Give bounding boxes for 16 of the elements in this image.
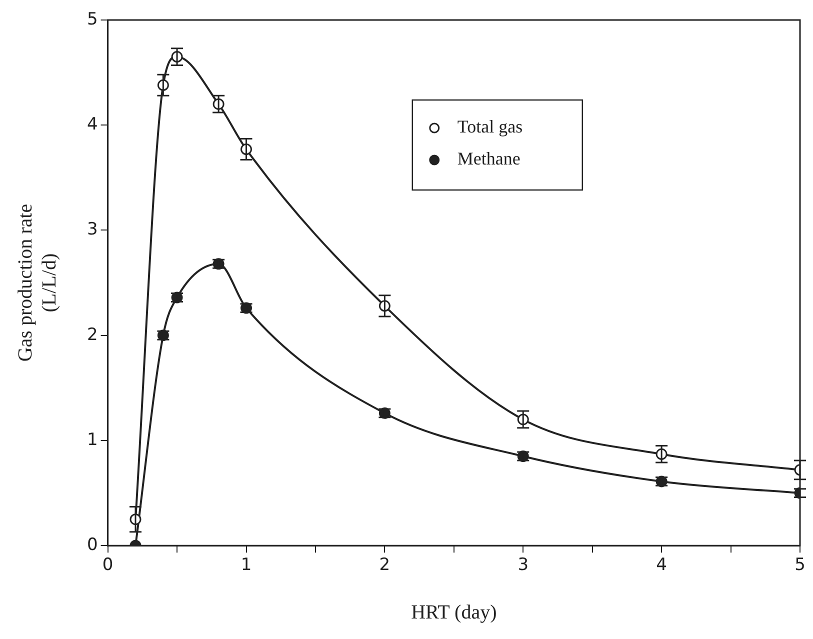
x-tick-label: 4 [656, 555, 667, 576]
legend-label: Total gas [457, 116, 523, 137]
x-tick-label: 2 [379, 555, 390, 576]
x-axis-title: HRT (day) [411, 601, 497, 624]
y-tick-label: 2 [86, 324, 98, 345]
y-tick-label: 0 [86, 535, 98, 556]
x-tick-label: 3 [518, 555, 529, 576]
y-tick-label: 4 [86, 114, 98, 135]
x-tick-label: 1 [240, 555, 252, 576]
y-tick-label: 3 [86, 220, 98, 240]
x-tick-label: 5 [794, 555, 806, 576]
y-tick-label: 5 [86, 9, 98, 30]
y-axis-title: Gas production rate (L/L/d) [14, 204, 60, 362]
x-tick-label: 0 [102, 555, 114, 576]
legend-label: Methane [457, 148, 520, 169]
y-tick-label: 1 [86, 430, 98, 450]
